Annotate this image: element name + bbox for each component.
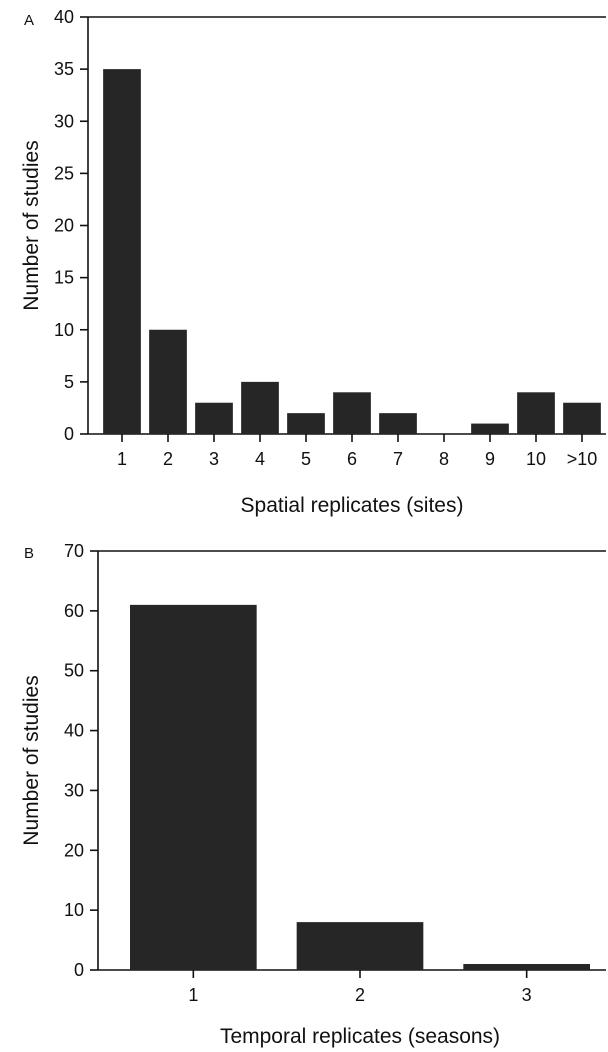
y-tick-label: 20 [54, 216, 74, 236]
bar [333, 392, 371, 434]
panel-label: A [24, 12, 34, 29]
x-tick-label: 6 [347, 449, 357, 469]
bar [463, 964, 590, 970]
y-axis-title: Number of studies [20, 675, 43, 845]
x-tick-label: 7 [393, 449, 403, 469]
bar [296, 922, 424, 970]
bar [379, 413, 417, 434]
y-tick-label: 35 [54, 59, 74, 79]
x-tick-label: 8 [439, 449, 449, 469]
x-tick-label: 10 [526, 449, 546, 469]
x-tick-label: 3 [209, 449, 219, 469]
x-tick-label: 2 [355, 985, 365, 1005]
y-tick-label: 30 [64, 780, 84, 800]
bar [471, 423, 509, 434]
bar [563, 402, 601, 434]
panel-label: B [24, 545, 34, 562]
y-tick-label: 0 [74, 960, 84, 980]
panel-a-chart: A 0 5 10 15 20 25 30 35 40 1 2 3 4 5 6 7 8 9 10 >10 Spatial r… [20, 7, 606, 517]
bar [241, 381, 279, 434]
y-tick-label: 25 [54, 163, 74, 183]
bar [195, 402, 233, 434]
bar [149, 329, 187, 434]
y-axis-title: Number of studies [20, 140, 43, 310]
y-tick-label: 10 [64, 900, 84, 920]
bar [103, 69, 141, 434]
bar [517, 392, 555, 434]
y-tick-label: 40 [64, 721, 84, 741]
y-tick-label: 40 [54, 7, 74, 27]
x-tick-label: 3 [522, 985, 532, 1005]
y-tick-label: 20 [64, 840, 84, 860]
bar [130, 604, 257, 970]
x-tick-label: 1 [188, 985, 198, 1005]
x-tick-label: 5 [301, 449, 311, 469]
x-axis-title: Spatial replicates (sites) [241, 494, 464, 517]
y-tick-label: 15 [54, 268, 74, 288]
x-axis-title: Temporal replicates (seasons) [220, 1025, 500, 1048]
y-tick-label: 70 [64, 541, 84, 561]
bar [287, 413, 325, 434]
y-tick-label: 10 [54, 320, 74, 340]
x-tick-label: 1 [117, 449, 127, 469]
y-tick-label: 50 [64, 661, 84, 681]
y-tick-label: 30 [54, 111, 74, 131]
x-tick-label: 2 [163, 449, 173, 469]
y-tick-label: 0 [64, 424, 74, 444]
x-tick-label: 9 [485, 449, 495, 469]
y-tick-label: 5 [64, 372, 74, 392]
y-tick-label: 60 [64, 601, 84, 621]
x-tick-label: 4 [255, 449, 265, 469]
panel-b-chart: B 0 10 20 30 40 50 60 70 1 2 3 Temporal replicates (… [20, 541, 606, 1048]
x-tick-label: >10 [567, 449, 598, 469]
